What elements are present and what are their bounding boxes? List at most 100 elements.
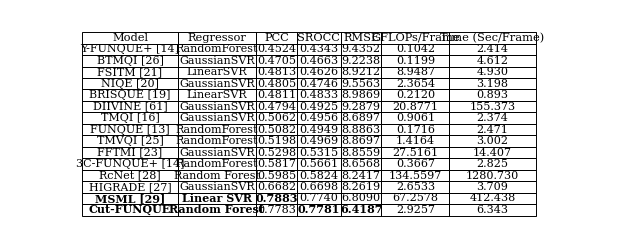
Bar <box>340 124 381 135</box>
Text: Cut-FUNQUE: Cut-FUNQUE <box>89 204 171 215</box>
Bar <box>449 170 536 181</box>
Text: 0.4343: 0.4343 <box>300 44 339 54</box>
Bar <box>449 32 536 44</box>
Text: 0.6698: 0.6698 <box>300 182 339 192</box>
Bar <box>257 44 297 55</box>
Text: 2.414: 2.414 <box>477 44 509 54</box>
Bar <box>449 204 536 216</box>
Bar <box>257 147 297 158</box>
Bar <box>257 112 297 124</box>
Bar <box>177 170 257 181</box>
Text: 0.4833: 0.4833 <box>300 90 339 100</box>
Bar <box>257 55 297 67</box>
Text: 0.5661: 0.5661 <box>300 159 339 169</box>
Text: 1.4164: 1.4164 <box>396 136 435 146</box>
Text: DIIVINE [61]: DIIVINE [61] <box>93 102 168 112</box>
Text: 8.9212: 8.9212 <box>342 67 381 77</box>
Text: 0.5062: 0.5062 <box>257 113 296 123</box>
Bar <box>83 44 177 55</box>
Text: 27.5161: 27.5161 <box>392 148 438 158</box>
Bar <box>297 90 340 101</box>
Text: 0.1042: 0.1042 <box>396 44 435 54</box>
Bar <box>297 67 340 78</box>
Bar <box>297 193 340 204</box>
Bar <box>340 44 381 55</box>
Bar <box>257 124 297 135</box>
Text: 2.9257: 2.9257 <box>396 205 435 215</box>
Bar <box>257 101 297 112</box>
Text: RMSE: RMSE <box>343 33 379 43</box>
Bar <box>381 90 449 101</box>
Bar <box>381 124 449 135</box>
Text: 9.5563: 9.5563 <box>342 79 381 89</box>
Text: Regressor: Regressor <box>188 33 246 43</box>
Bar <box>340 101 381 112</box>
Text: GaussianSVR: GaussianSVR <box>179 102 255 112</box>
Text: 0.3667: 0.3667 <box>396 159 435 169</box>
Bar <box>381 78 449 90</box>
Bar <box>83 32 177 44</box>
Text: RandomForest: RandomForest <box>176 125 258 135</box>
Bar <box>257 181 297 193</box>
Text: GaussianSVR: GaussianSVR <box>179 56 255 66</box>
Text: 0.5298: 0.5298 <box>257 148 296 158</box>
Bar <box>257 170 297 181</box>
Bar <box>340 32 381 44</box>
Bar <box>381 32 449 44</box>
Text: 2.6533: 2.6533 <box>396 182 435 192</box>
Bar <box>449 78 536 90</box>
Text: 0.4746: 0.4746 <box>300 79 339 89</box>
Bar <box>381 112 449 124</box>
Bar <box>83 55 177 67</box>
Bar <box>83 101 177 112</box>
Text: 0.4805: 0.4805 <box>257 79 296 89</box>
Text: BTMQI [26]: BTMQI [26] <box>97 56 163 66</box>
Bar <box>381 135 449 147</box>
Bar <box>257 78 297 90</box>
Text: 0.5817: 0.5817 <box>257 159 296 169</box>
Text: 6.8090: 6.8090 <box>342 193 381 203</box>
Bar <box>83 204 177 216</box>
Text: 0.7783: 0.7783 <box>257 205 296 215</box>
Text: LinearSVR: LinearSVR <box>187 67 247 77</box>
Bar <box>297 204 340 216</box>
Text: LinearSVR: LinearSVR <box>187 90 247 100</box>
Text: 8.9487: 8.9487 <box>396 67 435 77</box>
Bar <box>83 181 177 193</box>
Bar <box>177 135 257 147</box>
Text: 0.4969: 0.4969 <box>300 136 339 146</box>
Bar <box>83 170 177 181</box>
Text: 2.825: 2.825 <box>477 159 509 169</box>
Bar <box>340 147 381 158</box>
Bar <box>340 158 381 170</box>
Text: 8.6568: 8.6568 <box>342 159 381 169</box>
Bar <box>177 193 257 204</box>
Text: 8.8559: 8.8559 <box>342 148 381 158</box>
Bar <box>297 147 340 158</box>
Bar <box>257 158 297 170</box>
Text: 9.2879: 9.2879 <box>342 102 381 112</box>
Bar <box>257 204 297 216</box>
Bar <box>297 124 340 135</box>
Bar <box>177 147 257 158</box>
Bar <box>83 78 177 90</box>
Bar <box>340 135 381 147</box>
Text: GaussianSVR: GaussianSVR <box>179 148 255 158</box>
Bar <box>449 193 536 204</box>
Bar <box>83 193 177 204</box>
Text: 8.2417: 8.2417 <box>342 171 381 181</box>
Bar <box>297 32 340 44</box>
Text: 4.930: 4.930 <box>477 67 509 77</box>
Bar <box>449 158 536 170</box>
Bar <box>83 112 177 124</box>
Bar <box>449 181 536 193</box>
Text: 9.2238: 9.2238 <box>342 56 381 66</box>
Text: 2.374: 2.374 <box>477 113 508 123</box>
Text: GFLOPs/Frame: GFLOPs/Frame <box>371 33 460 43</box>
Bar <box>449 55 536 67</box>
Bar <box>340 67 381 78</box>
Bar <box>340 112 381 124</box>
Text: Linear SVR: Linear SVR <box>182 193 252 204</box>
Text: 3.709: 3.709 <box>477 182 508 192</box>
Bar <box>177 67 257 78</box>
